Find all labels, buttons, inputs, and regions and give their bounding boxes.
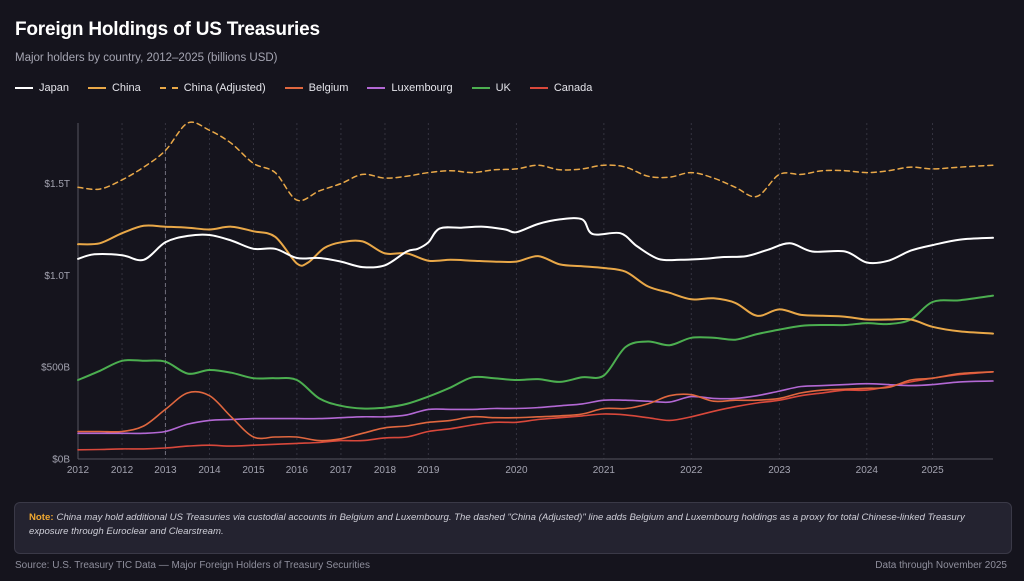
legend-item-luxembourg: Luxembourg bbox=[367, 82, 453, 94]
line-chart: $0B $500B $1.0T $1.5T 2012 2012 2013 2014 2015 20… bbox=[41, 121, 994, 475]
y-tick-label: $1.0T bbox=[44, 271, 70, 282]
legend-label: China (Adjusted) bbox=[183, 82, 266, 94]
chart-legend: Japan China China (Adjusted) Belgium Luxembo… bbox=[15, 82, 611, 94]
y-tick-label: $1.5T bbox=[44, 179, 70, 190]
legend-item-china-adjusted: China (Adjusted) bbox=[159, 82, 266, 94]
series-line-china-adjusted bbox=[77, 121, 994, 202]
data-through-text: Data through November 2025 bbox=[875, 560, 1007, 571]
legend-swatch bbox=[159, 87, 178, 89]
legend-item-uk: UK bbox=[471, 82, 511, 94]
series-line-luxembourg bbox=[77, 380, 994, 435]
legend-label: Canada bbox=[553, 82, 593, 94]
legend-item-canada: Canada bbox=[529, 82, 593, 94]
series-line-uk bbox=[77, 294, 994, 410]
x-tick-label: 2025 bbox=[921, 465, 944, 475]
x-tick-label: 2018 bbox=[374, 465, 397, 475]
x-tick-label: 2024 bbox=[856, 465, 879, 475]
legend-label: China bbox=[111, 82, 141, 94]
series-line-japan bbox=[77, 217, 994, 269]
x-tick-label: 2020 bbox=[505, 465, 528, 475]
x-tick-label: 2023 bbox=[768, 465, 791, 475]
legend-swatch bbox=[529, 87, 548, 89]
source-text: Source: U.S. Treasury TIC Data — Major F… bbox=[15, 560, 370, 571]
legend-swatch bbox=[367, 87, 386, 89]
legend-swatch bbox=[284, 87, 303, 89]
legend-swatch bbox=[15, 87, 33, 89]
legend-item-china: China bbox=[87, 82, 141, 94]
legend-swatch bbox=[87, 87, 106, 89]
legend-label: Belgium bbox=[308, 82, 349, 94]
x-tick-label: 2012 bbox=[67, 465, 90, 475]
note-text: China may hold additional US Treasuries … bbox=[29, 512, 965, 537]
x-tick-label: 2021 bbox=[593, 465, 616, 475]
x-tick-label: 2012 bbox=[111, 465, 134, 475]
y-tick-label: $500B bbox=[41, 363, 70, 374]
x-tick-label: 2014 bbox=[198, 465, 221, 475]
x-tick-label: 2022 bbox=[680, 465, 703, 475]
series-line-china bbox=[77, 224, 994, 335]
series-line-belgium bbox=[77, 371, 994, 442]
series-line-canada bbox=[77, 371, 994, 451]
x-tick-label: 2019 bbox=[417, 465, 440, 475]
x-tick-label: 2015 bbox=[242, 465, 265, 475]
legend-label: Luxembourg bbox=[391, 82, 453, 94]
note-label: Note: bbox=[29, 512, 54, 523]
legend-swatch bbox=[471, 87, 490, 89]
legend-label: Japan bbox=[39, 82, 69, 94]
note-box: Note: China may hold additional US Treasu… bbox=[14, 502, 1012, 554]
y-tick-label: $0B bbox=[52, 455, 70, 466]
x-tick-label: 2016 bbox=[286, 465, 309, 475]
chart-subtitle: Major holders by country, 2012–2025 (bil… bbox=[15, 52, 278, 64]
x-tick-label: 2017 bbox=[330, 465, 353, 475]
legend-item-belgium: Belgium bbox=[284, 82, 349, 94]
legend-label: UK bbox=[495, 82, 511, 94]
chart-title: Foreign Holdings of US Treasuries bbox=[15, 19, 320, 40]
x-tick-label: 2013 bbox=[154, 465, 177, 475]
legend-item-japan: Japan bbox=[15, 82, 69, 94]
